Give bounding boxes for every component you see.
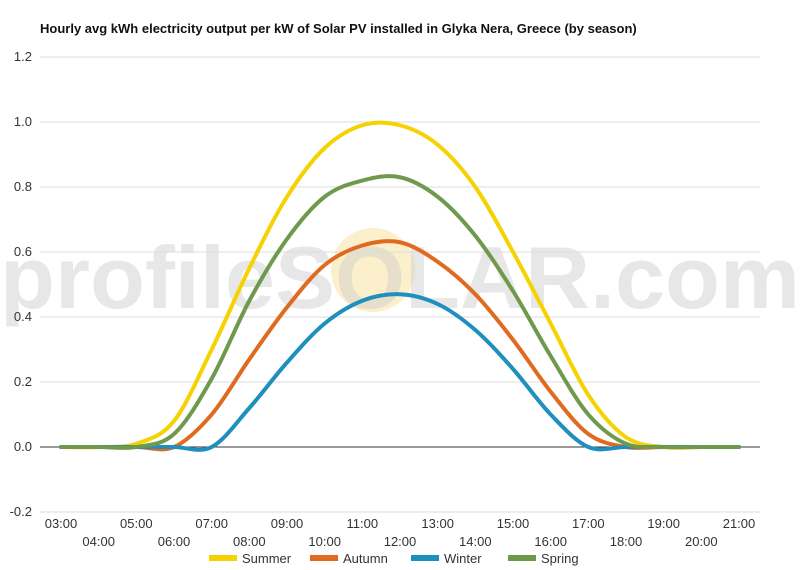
x-tick-label: 11:00 — [347, 516, 379, 531]
x-tick-label: 20:00 — [685, 534, 718, 549]
x-tick-label: 12:00 — [384, 534, 417, 549]
watermark: profileSOLAR.com — [0, 228, 800, 327]
legend-label-summer: Summer — [242, 551, 292, 566]
y-tick-label: 1.2 — [14, 49, 32, 64]
x-tick-label: 21:00 — [723, 516, 756, 531]
x-tick-label: 16:00 — [534, 534, 567, 549]
legend-swatch-summer — [209, 555, 237, 561]
grid-lines — [40, 56, 760, 513]
x-axis-ticks: 03:00 04:00 05:00 06:00 07:00 08:00 09:00 10:00… — [45, 516, 756, 549]
legend-label-spring: Spring — [541, 551, 579, 566]
chart-title: Hourly avg kWh electricity output per kW… — [40, 21, 637, 36]
series-line-spring — [59, 174, 741, 450]
legend: Summer Autumn Winter Spring — [209, 551, 579, 566]
y-axis-ticks: -0.2 0.0 0.2 0.4 0.6 0.8 1.0 1.2 — [10, 49, 32, 519]
x-tick-label: 04:00 — [82, 534, 115, 549]
x-tick-label: 15:00 — [497, 516, 530, 531]
series-lines — [59, 120, 741, 452]
y-tick-label: 0.2 — [14, 374, 32, 389]
legend-label-winter: Winter — [444, 551, 482, 566]
x-tick-label: 14:00 — [459, 534, 492, 549]
series-line-winter — [59, 292, 741, 452]
y-tick-label: 1.0 — [14, 114, 32, 129]
series-line-summer — [59, 120, 741, 450]
x-tick-label: 09:00 — [271, 516, 304, 531]
x-tick-label: 03:00 — [45, 516, 78, 531]
x-tick-label: 19:00 — [647, 516, 680, 531]
legend-swatch-spring — [508, 555, 536, 561]
legend-label-autumn: Autumn — [343, 551, 388, 566]
y-tick-label: 0.6 — [14, 244, 32, 259]
y-tick-label: 0.0 — [14, 439, 32, 454]
y-tick-label: 0.8 — [14, 179, 32, 194]
watermark-text: profileSOLAR.com — [0, 228, 800, 327]
x-tick-label: 10:00 — [308, 534, 341, 549]
x-tick-label: 05:00 — [120, 516, 153, 531]
y-tick-label: -0.2 — [10, 504, 32, 519]
x-tick-label: 08:00 — [233, 534, 266, 549]
x-tick-label: 17:00 — [572, 516, 605, 531]
legend-swatch-winter — [411, 555, 439, 561]
x-tick-label: 18:00 — [610, 534, 643, 549]
x-tick-label: 07:00 — [195, 516, 228, 531]
x-tick-label: 06:00 — [158, 534, 191, 549]
x-tick-label: 13:00 — [421, 516, 454, 531]
legend-swatch-autumn — [310, 555, 338, 561]
y-tick-label: 0.4 — [14, 309, 32, 324]
